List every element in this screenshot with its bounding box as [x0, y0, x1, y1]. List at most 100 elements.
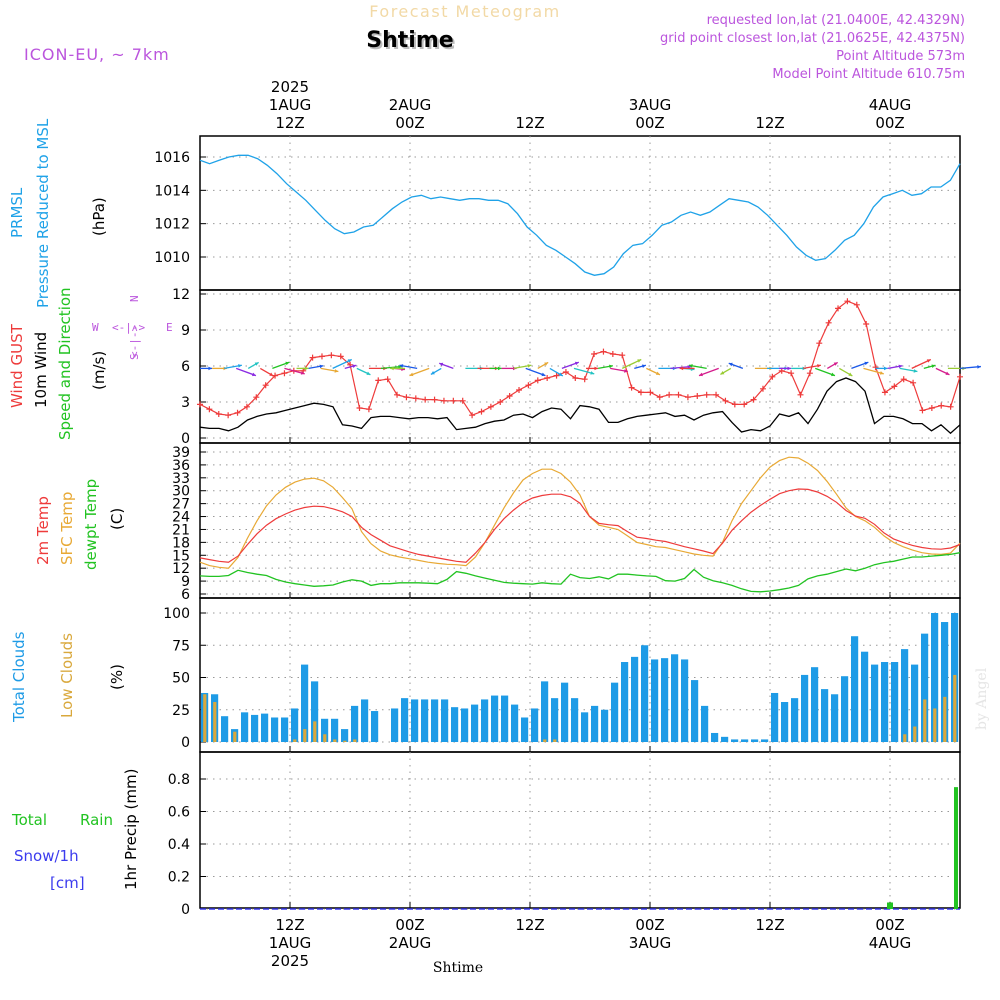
wind-10m-label: 10m Wind	[32, 332, 50, 408]
precip-unit: 1hr Precip (mm)	[122, 769, 140, 890]
temp-frame	[199, 442, 961, 599]
total-cloud-bar	[571, 698, 579, 742]
wind-gust-point	[731, 401, 738, 408]
precip-rain-label: Rain	[80, 811, 113, 829]
wind-direction-arrowhead	[879, 371, 884, 375]
low-cloud-bar	[343, 740, 347, 742]
forecast-label: Forecast Meteogram	[369, 2, 560, 21]
pressure-ytick-label: 1010	[154, 250, 190, 266]
wind-gust-point	[844, 298, 851, 305]
total-cloud-bar	[811, 667, 819, 742]
total-cloud-bar	[581, 712, 589, 742]
pressure-frame	[199, 135, 961, 291]
total-cloud-bar	[271, 717, 279, 742]
total-cloud-bar	[321, 718, 329, 742]
wind-gust-point	[403, 394, 410, 401]
wind-direction-arrowhead	[641, 364, 646, 368]
total-cloud-bar	[501, 695, 509, 742]
pressure-ytick-label: 1014	[154, 183, 190, 199]
wind-direction-arrowhead	[409, 372, 414, 377]
total-cloud-bar	[731, 739, 739, 742]
wind-gust-point	[853, 301, 860, 308]
bottom-time-tick-label: 4AUG	[869, 934, 911, 952]
wind-gust-point	[572, 375, 579, 381]
wind-gust-point	[741, 401, 748, 408]
wind-gust-point	[825, 319, 832, 326]
wind-gust-point	[806, 370, 813, 377]
low-cloud-bar	[203, 694, 207, 742]
rain-bar	[954, 787, 958, 909]
footer-location: Shtime	[433, 960, 483, 976]
wind-gust-point	[713, 391, 720, 398]
temp-ytick-label: 33	[172, 471, 190, 487]
wind-direction-arrowhead	[977, 365, 981, 369]
wind-direction-arrowhead	[558, 372, 563, 376]
wind-gust-point	[609, 351, 616, 357]
wind-direction-arrowhead	[366, 371, 371, 375]
temp-sfc-label: SFC Temp	[58, 492, 76, 565]
wind-direction-arrowhead	[347, 359, 352, 363]
wind-gust-point	[478, 408, 485, 415]
wind-direction-arrowhead	[787, 366, 792, 371]
total-cloud-bar	[351, 705, 359, 742]
credit-watermark: by Angel	[974, 667, 990, 730]
bottom-time-tick-label: 12Z	[515, 916, 544, 934]
wind-direction-arrowhead	[541, 372, 546, 377]
wind-ytick-label: 6	[181, 359, 190, 375]
total-cloud-bar	[921, 633, 929, 742]
wind-gust-point	[440, 397, 447, 404]
wind-direction-arrowhead	[637, 359, 642, 363]
precip-ytick-label: 0.8	[168, 772, 190, 788]
wind-gust-point	[281, 370, 288, 377]
total-cloud-bar	[471, 704, 479, 742]
wind-ytick-label: 9	[181, 323, 190, 339]
compass-rose: N <-|-> S W <-|-> E	[92, 295, 173, 360]
total-cloud-bar	[791, 698, 799, 742]
temp-ytick-label: 21	[172, 522, 190, 538]
wind-gust-point	[947, 403, 954, 410]
wind-direction-arrowhead	[285, 361, 290, 366]
bottom-time-tick-label: 12Z	[755, 916, 784, 934]
total-cloud-bar	[871, 664, 879, 742]
total-cloud-bar	[701, 705, 709, 742]
temp-ytick-label: 6	[181, 587, 190, 603]
total-cloud-bar	[821, 689, 829, 742]
wind-direction-arrowhead	[728, 362, 733, 367]
total-cloud-bar	[611, 682, 619, 742]
precip-snow-label: Snow/1h	[14, 847, 79, 865]
top-time-tick-label: 00Z	[395, 114, 424, 132]
temp-2m-label: 2m Temp	[34, 496, 52, 565]
compass-w: W	[92, 321, 99, 334]
wind-direction-arrowhead	[594, 366, 599, 371]
pressure-unit: (hPa)	[90, 197, 108, 236]
bottom-time-tick-label: 1AUG	[269, 934, 311, 952]
wind-gust-point	[309, 354, 316, 361]
total-cloud-bar	[481, 699, 489, 742]
top-time-tick-label: 00Z	[635, 114, 664, 132]
wind-gust-point	[197, 401, 203, 408]
wind-gust-point	[666, 391, 673, 398]
wind-gust-point	[872, 364, 879, 371]
wind-gust-point	[891, 383, 898, 390]
precip-ytick-label: 0.6	[168, 805, 190, 821]
wind-gust-point	[243, 403, 250, 410]
precip-series	[200, 787, 960, 910]
wind-direction-arrowhead	[334, 369, 339, 373]
temp-ytick-label: 39	[172, 445, 190, 461]
total-cloud-bar	[291, 708, 299, 742]
requested-coords: requested lon,lat (21.0400E, 42.4329N)	[707, 13, 965, 28]
total-cloud-bar	[561, 682, 569, 742]
wind-gust-point	[422, 396, 429, 403]
wind-direction-arrowhead	[931, 364, 936, 368]
wind-gust-point	[900, 376, 907, 383]
wind-gust-point	[450, 397, 457, 404]
total-cloud-bar	[511, 704, 519, 742]
wind-gust-point	[722, 397, 729, 404]
total-cloud-bar	[721, 736, 729, 742]
total-cloud-bar	[881, 662, 889, 742]
total-cloud-bar	[361, 699, 369, 742]
temp-dew-label: dewpt Temp	[82, 479, 100, 570]
wind-gust-point	[544, 375, 551, 381]
wind-gust-point	[750, 396, 757, 403]
